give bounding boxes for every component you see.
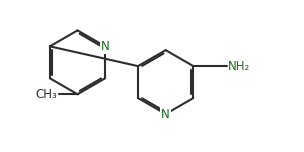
Text: NH₂: NH₂ bbox=[228, 60, 250, 73]
Text: N: N bbox=[101, 40, 109, 53]
Text: CH₃: CH₃ bbox=[35, 88, 57, 101]
Text: N: N bbox=[161, 107, 170, 121]
